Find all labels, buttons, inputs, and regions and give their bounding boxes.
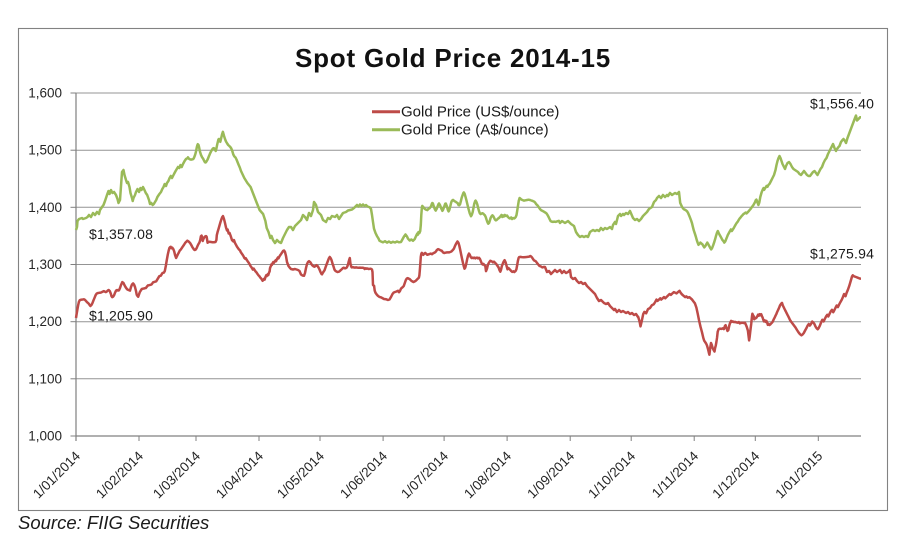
svg-text:Source: FIIG Securities: Source: FIIG Securities (18, 512, 209, 533)
svg-text:$1,205.90: $1,205.90 (89, 308, 153, 324)
svg-text:Gold Price (A$/ounce): Gold Price (A$/ounce) (401, 122, 549, 139)
svg-text:1,300: 1,300 (28, 257, 62, 272)
svg-text:Gold Price (US$/ounce): Gold Price (US$/ounce) (401, 104, 559, 121)
svg-text:1,400: 1,400 (28, 200, 62, 215)
svg-text:1,500: 1,500 (28, 143, 62, 158)
svg-text:1,000: 1,000 (28, 429, 62, 444)
svg-text:1,600: 1,600 (28, 86, 62, 101)
svg-text:1,100: 1,100 (28, 371, 62, 386)
svg-text:Spot Gold Price 2014-15: Spot Gold Price 2014-15 (295, 43, 611, 73)
svg-text:1,200: 1,200 (28, 314, 62, 329)
svg-text:$1,275.94: $1,275.94 (810, 246, 874, 262)
svg-text:$1,556.40: $1,556.40 (810, 95, 874, 111)
svg-text:$1,357.08: $1,357.08 (89, 226, 153, 242)
